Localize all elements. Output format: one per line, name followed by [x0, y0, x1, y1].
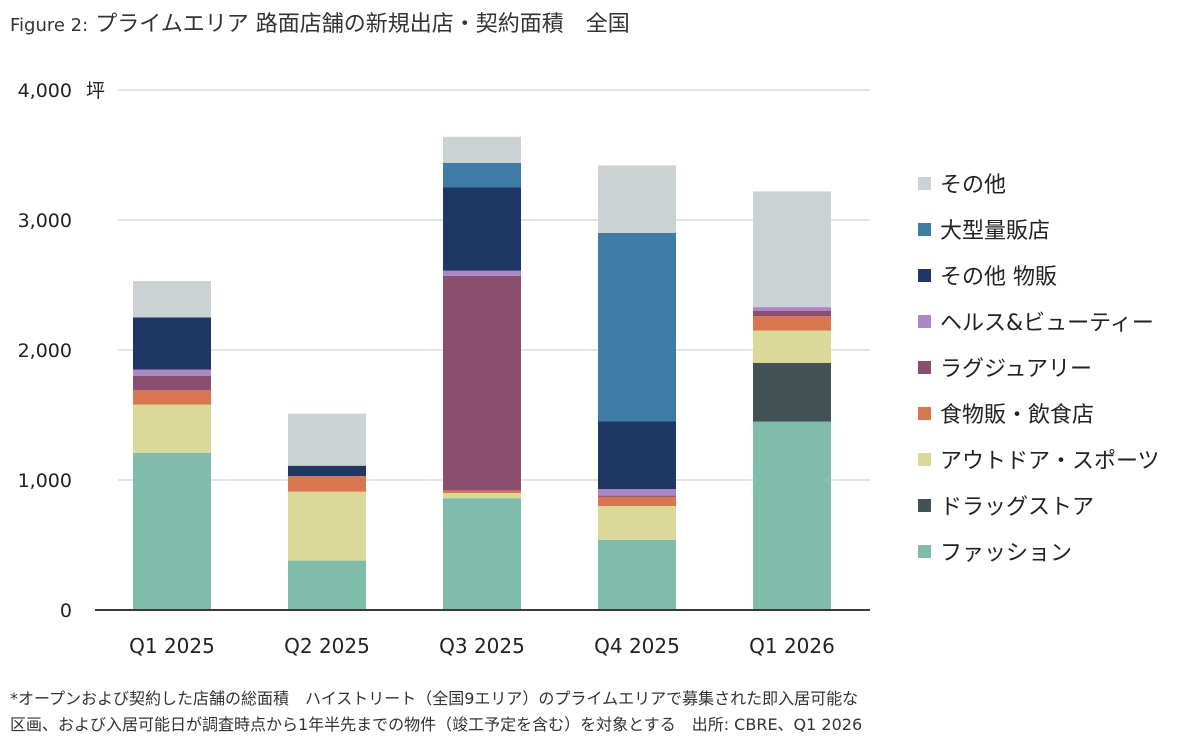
legend-swatch [918, 406, 931, 420]
legend-swatch [918, 498, 931, 512]
y-tick-label: 1,000 [18, 470, 72, 492]
bar-segment [288, 560, 366, 610]
legend-label: アウトドア・スポーツ [940, 449, 1160, 474]
bar-segment [133, 452, 211, 610]
legend-label: 食物販・飲食店 [940, 403, 1095, 428]
bar-segment [598, 233, 676, 422]
legend-swatch [918, 452, 931, 466]
bar-segment [443, 270, 521, 276]
figure-number: Figure 2: [10, 15, 89, 36]
bar-segment [288, 491, 366, 561]
bar-segment [133, 369, 211, 376]
legend-label: ヘルス&ビューティー [940, 311, 1154, 336]
legend-swatch [918, 314, 931, 328]
bar-segment [598, 496, 676, 506]
y-tick-label: 2,000 [18, 340, 72, 362]
bar-segment [443, 493, 521, 499]
bar-segment [753, 191, 831, 308]
bar-segment [598, 165, 676, 233]
legend-item: 食物販・飲食店 [918, 390, 1160, 436]
legend-item: ヘルス&ビューティー [918, 298, 1160, 344]
bar-segment [598, 489, 676, 496]
legend-item: ファッション [918, 528, 1160, 574]
bar-segment [443, 490, 521, 493]
legend-swatch [918, 360, 931, 374]
y-unit-label: 坪 [86, 80, 105, 102]
bar-segment [598, 495, 676, 497]
bar-segment [753, 316, 831, 331]
bar-segment [753, 330, 831, 363]
legend-label: ドラッグストア [940, 495, 1095, 520]
bar-segment [443, 136, 521, 163]
stacked-bar-chart: 0 1,000 2,000 3,000 4,000 坪 Q1 2025 Q2 2025 Q3 2… [18, 80, 870, 658]
bar-segment [598, 421, 676, 490]
x-tick-label: Q4 2025 [594, 634, 680, 658]
bar-segment [753, 307, 831, 311]
legend-item: その他 [918, 160, 1160, 206]
legend-label: 大型量販店 [940, 219, 1051, 244]
y-tick-label: 4,000 [18, 80, 72, 102]
x-tick-label: Q2 2025 [284, 634, 370, 658]
legend-swatch [918, 222, 931, 236]
legend-swatch [918, 176, 931, 190]
bar-segment [598, 539, 676, 610]
chart-title: Figure 2: プライムエリア 路面店舗の新規出店・契約面積 全国 [10, 6, 630, 38]
bar-segment [288, 476, 366, 492]
bar-segment [133, 376, 211, 391]
bar-segment [288, 465, 366, 477]
x-tick-label: Q3 2025 [439, 634, 525, 658]
bar-segment [598, 506, 676, 540]
bar-segment [443, 187, 521, 271]
legend-label: その他 [940, 173, 1007, 198]
chart-legend: その他大型量販店その他 物販ヘルス&ビューティー ラグジュアリー 食物販・飲食店アウ… [918, 160, 1160, 574]
legend-item: ラグジュアリー [918, 344, 1160, 390]
bar-segment [133, 404, 211, 453]
bar-segment [443, 162, 521, 188]
legend-item: その他 物販 [918, 252, 1160, 298]
bar-segment [753, 421, 831, 610]
chart-title-text: プライムエリア 路面店舗の新規出店・契約面積 全国 [95, 12, 630, 37]
bar-segment [133, 390, 211, 405]
legend-label: ラグジュアリー [940, 357, 1093, 382]
footnote: *オープンおよび契約した店舗の総面積 ハイストリート（全国9エリア）のプライムエ… [10, 686, 1190, 738]
x-tick-label: Q1 2025 [129, 634, 215, 658]
footnote-line-1: *オープンおよび契約した店舗の総面積 ハイストリート（全国9エリア）のプライムエ… [10, 689, 859, 708]
x-tick-label: Q1 2026 [749, 634, 835, 658]
bar-segment [753, 311, 831, 317]
footnote-line-2: 区画、および入居可能日が調査時点から1年半先までの物件（竣工予定を含む）を対象と… [10, 715, 863, 734]
y-tick-label: 0 [60, 600, 72, 622]
bar-segment [443, 275, 521, 491]
bar-segment [133, 317, 211, 370]
bar-segment [753, 363, 831, 422]
bar-segment [443, 498, 521, 610]
legend-item: 大型量販店 [918, 206, 1160, 252]
bar-segment [288, 413, 366, 466]
legend-label: その他 物販 [940, 265, 1057, 290]
legend-item: アウトドア・スポーツ [918, 436, 1160, 482]
legend-swatch [918, 268, 931, 282]
y-tick-label: 3,000 [18, 210, 72, 232]
legend-label: ファッション [940, 541, 1073, 566]
bar-segment [133, 281, 211, 318]
legend-item: ドラッグストア [918, 482, 1160, 528]
legend-swatch [918, 544, 931, 558]
